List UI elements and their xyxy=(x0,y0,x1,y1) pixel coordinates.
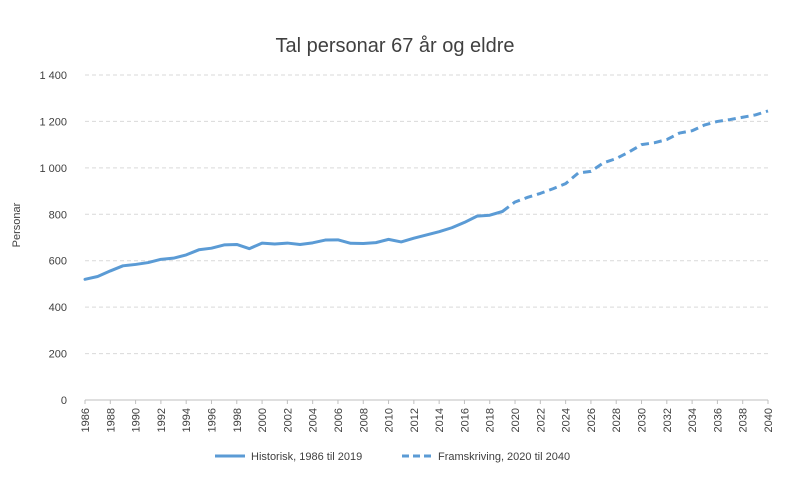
x-tick-label: 2006 xyxy=(333,408,345,432)
x-tick-label: 2036 xyxy=(712,408,724,432)
x-tick-label: 1988 xyxy=(105,408,117,432)
x-tick-label: 2020 xyxy=(510,408,522,432)
x-tick-label: 1996 xyxy=(206,408,218,432)
legend-item-historisk: Historisk, 1986 til 2019 xyxy=(215,451,362,463)
x-tick-label: 1994 xyxy=(181,408,193,432)
x-tick-label: 2018 xyxy=(485,408,497,432)
legend-label: Historisk, 1986 til 2019 xyxy=(251,451,362,463)
x-tick-label: 2004 xyxy=(308,408,320,432)
y-tick-label: 1 200 xyxy=(39,116,67,128)
x-tick-label: 2010 xyxy=(384,408,396,432)
x-tick-label: 2014 xyxy=(434,408,446,432)
series-line-framskriving xyxy=(501,109,769,213)
x-tick-label: 2016 xyxy=(459,408,471,432)
legend-label: Framskriving, 2020 til 2040 xyxy=(438,451,570,463)
x-tick-label: 2008 xyxy=(358,408,370,432)
x-tick-label: 2012 xyxy=(409,408,421,432)
x-tick-label: 2038 xyxy=(738,408,750,432)
y-tick-label: 800 xyxy=(49,209,67,221)
axes: 0 200 400 600 800 1 000 1 200 1 400 1986 1988 1990… xyxy=(39,70,775,432)
chart-title: Tal personar 67 år og eldre xyxy=(275,35,514,57)
legend-item-framskriving: Framskriving, 2020 til 2040 xyxy=(402,451,570,463)
x-tick-label: 1990 xyxy=(131,408,143,432)
x-tick-label: 2002 xyxy=(282,408,294,432)
x-tick-label: 2024 xyxy=(561,408,573,432)
series-lines xyxy=(83,109,769,281)
x-tick-label: 2000 xyxy=(257,408,269,432)
x-tick-label: 1992 xyxy=(156,408,168,432)
x-tick-label: 2034 xyxy=(687,408,699,432)
y-tick-label: 600 xyxy=(49,256,67,268)
x-tick-label: 1998 xyxy=(232,408,244,432)
y-tick-label: 0 xyxy=(61,395,67,407)
y-axis-label: Personar xyxy=(11,202,23,247)
x-tick-label: 2028 xyxy=(611,408,623,432)
y-tick-label: 1 400 xyxy=(39,70,67,82)
x-tick-label: 2032 xyxy=(662,408,674,432)
gridlines xyxy=(85,74,768,355)
x-tick-label: 1986 xyxy=(80,408,92,432)
y-tick-label: 200 xyxy=(49,349,67,361)
x-tick-label: 2040 xyxy=(763,408,775,432)
y-tick-label: 400 xyxy=(49,302,67,314)
series-line-historisk xyxy=(83,210,504,281)
legend: Historisk, 1986 til 2019 Framskriving, 20… xyxy=(215,451,570,463)
x-tick-label: 2030 xyxy=(637,408,649,432)
x-tick-label: 2026 xyxy=(586,408,598,432)
y-tick-label: 1 000 xyxy=(39,163,67,175)
x-tick-label: 2022 xyxy=(535,408,547,432)
